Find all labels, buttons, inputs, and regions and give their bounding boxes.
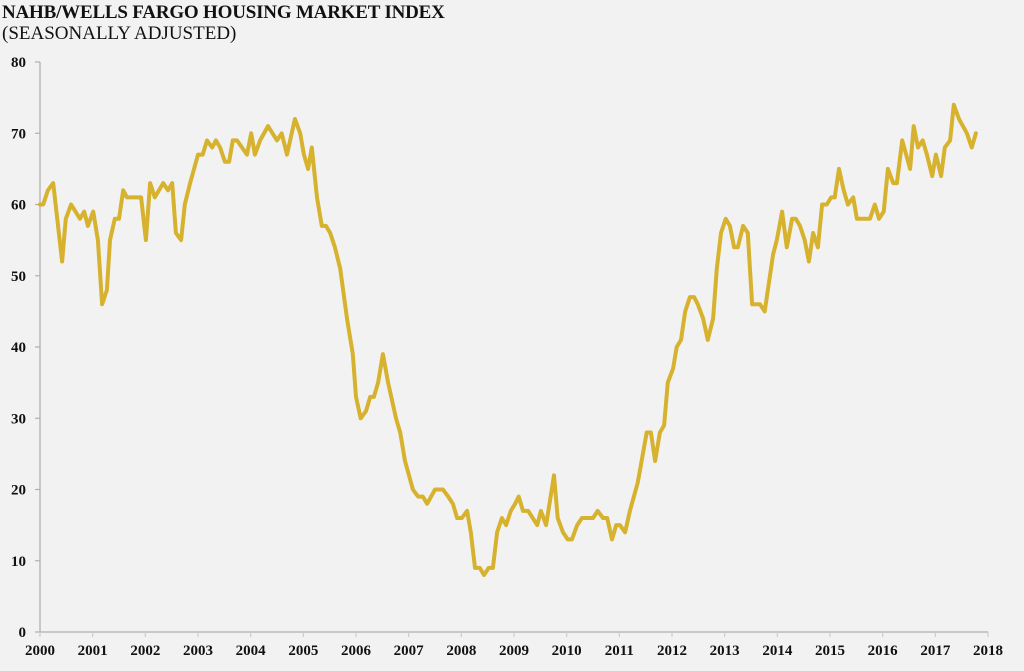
x-tick-label: 2003 — [183, 643, 213, 659]
y-tick-label: 70 — [11, 126, 26, 142]
x-tick-label: 2016 — [868, 643, 899, 659]
x-tick-label: 2002 — [130, 643, 160, 659]
x-tick-label: 2011 — [605, 643, 634, 659]
y-tick-label: 0 — [19, 625, 27, 641]
x-tick-label: 2004 — [236, 643, 267, 659]
x-tick-label: 2012 — [657, 643, 687, 659]
x-tick-label: 2009 — [499, 643, 529, 659]
series-line-housing-market-index — [38, 102, 978, 577]
x-tick-label: 2001 — [78, 643, 108, 659]
x-tick-label: 2007 — [394, 643, 425, 659]
x-tick-label: 2005 — [288, 643, 318, 659]
y-tick-label: 40 — [11, 340, 26, 356]
y-tick-label: 50 — [11, 269, 26, 285]
y-tick-label: 30 — [11, 411, 26, 427]
x-tick-label: 2000 — [25, 643, 55, 659]
y-tick-label: 60 — [11, 198, 26, 214]
x-tick-label: 2014 — [762, 643, 793, 659]
chart-subtitle: (SEASONALLY ADJUSTED) — [2, 23, 237, 44]
x-tick-label: 2015 — [815, 643, 845, 659]
y-tick-label: 10 — [11, 554, 26, 570]
x-tick-label: 2018 — [973, 643, 1003, 659]
chart-title: NAHB/WELLS FARGO HOUSING MARKET INDEX — [2, 2, 445, 23]
y-tick-label: 20 — [11, 483, 26, 499]
x-tick-label: 2013 — [710, 643, 740, 659]
x-tick-label: 2006 — [341, 643, 372, 659]
x-tick-label: 2010 — [552, 643, 582, 659]
y-tick-label: 80 — [11, 55, 26, 71]
x-tick-label: 2017 — [920, 643, 951, 659]
x-tick-label: 2008 — [446, 643, 476, 659]
